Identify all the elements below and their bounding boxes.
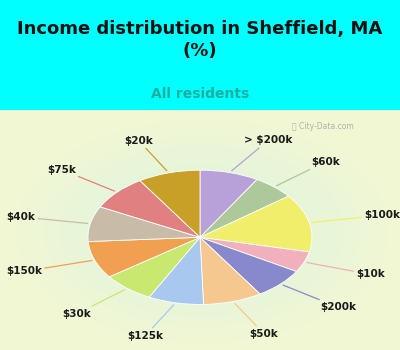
Text: $50k: $50k <box>235 303 278 338</box>
Wedge shape <box>200 180 288 237</box>
Wedge shape <box>149 237 204 304</box>
Wedge shape <box>100 181 200 237</box>
Wedge shape <box>88 207 200 242</box>
Text: $100k: $100k <box>312 210 400 222</box>
Text: $30k: $30k <box>62 289 125 319</box>
Wedge shape <box>200 237 296 294</box>
Wedge shape <box>200 196 312 252</box>
Text: $125k: $125k <box>127 305 174 341</box>
Text: $60k: $60k <box>276 157 340 186</box>
Text: All residents: All residents <box>151 88 249 102</box>
Text: $150k: $150k <box>6 260 92 276</box>
Wedge shape <box>200 170 257 237</box>
Text: $75k: $75k <box>47 164 114 191</box>
Text: > $200k: > $200k <box>232 135 293 171</box>
Wedge shape <box>200 237 260 304</box>
Text: Income distribution in Sheffield, MA
(%): Income distribution in Sheffield, MA (%) <box>17 20 383 60</box>
Wedge shape <box>109 237 200 297</box>
Wedge shape <box>140 170 200 237</box>
Wedge shape <box>88 237 200 277</box>
Text: ⓘ City-Data.com: ⓘ City-Data.com <box>292 122 354 131</box>
Text: $20k: $20k <box>124 135 167 171</box>
Wedge shape <box>200 237 309 272</box>
Text: $200k: $200k <box>283 285 357 313</box>
Text: $40k: $40k <box>7 212 88 223</box>
Text: $10k: $10k <box>307 262 385 279</box>
